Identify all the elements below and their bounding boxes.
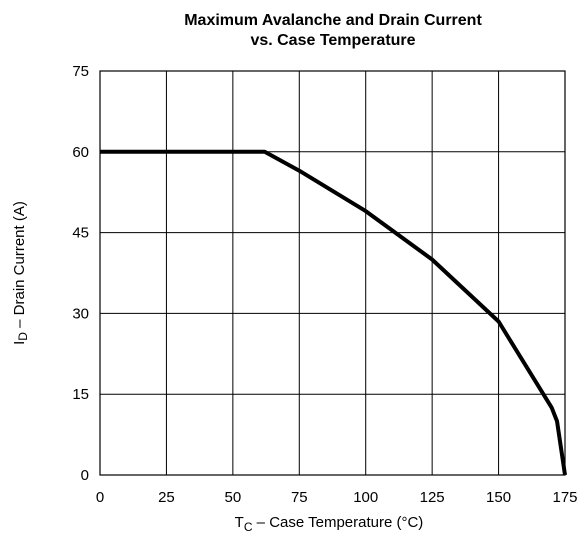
x-axis-label-sub: C <box>244 520 253 534</box>
grid-lines <box>99 70 566 476</box>
x-tick-label: 175 <box>552 489 577 506</box>
x-tick-label: 150 <box>486 489 511 506</box>
y-tick-label: 0 <box>81 467 89 484</box>
y-axis-label: ID – Drain Current (A) <box>11 201 30 345</box>
x-tick-label: 100 <box>353 489 378 506</box>
y-axis-label-main: I <box>11 341 28 345</box>
x-axis-label: TC – Case Temperature (°C) <box>235 514 424 534</box>
series-line <box>100 149 567 476</box>
x-tick-label: 125 <box>420 489 445 506</box>
x-tick-label: 50 <box>225 489 242 506</box>
tick-labels: 0 25 50 75 100 125 150 175 0 15 30 45 60 75 <box>72 63 577 506</box>
y-axis-label-sub: D <box>16 332 30 341</box>
x-axis-label-main: T <box>235 514 244 531</box>
y-tick-label: 60 <box>72 144 89 161</box>
chart-title-line1: Maximum Avalanche and Drain Current <box>184 12 482 29</box>
y-tick-label: 30 <box>72 305 89 322</box>
plot-frame <box>99 70 566 476</box>
y-axis-label-rest: – Drain Current (A) <box>11 201 28 332</box>
x-tick-label: 25 <box>158 489 175 506</box>
x-axis-label-rest: – Case Temperature (°C) <box>253 514 424 531</box>
x-tick-label: 75 <box>291 489 308 506</box>
y-tick-label: 45 <box>72 225 89 242</box>
x-tick-label: 0 <box>96 489 104 506</box>
y-tick-label: 75 <box>72 63 89 80</box>
y-tick-label: 15 <box>72 386 89 403</box>
chart-title-line2: vs. Case Temperature <box>250 32 415 49</box>
